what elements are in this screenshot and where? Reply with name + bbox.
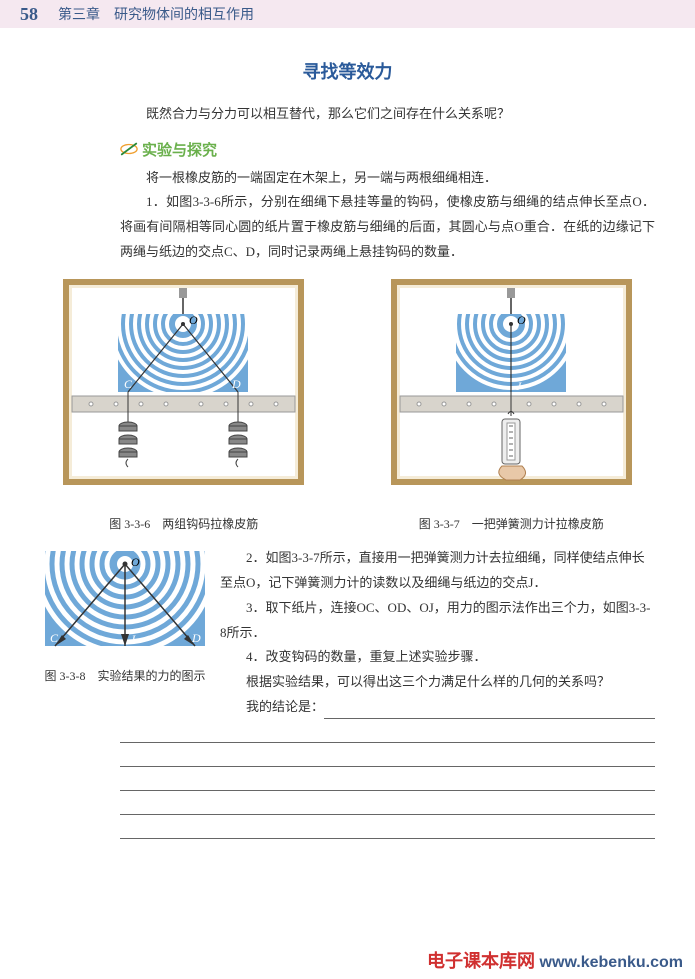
watermark-text: 电子课本库网: [427, 951, 535, 971]
figure-337-caption: 图 3-3-7 一把弹簧测力计拉橡皮筋: [374, 515, 649, 532]
section-title: 寻找等效力: [0, 58, 695, 84]
experiment-heading: 实验与探究: [120, 139, 695, 160]
label-O: O: [131, 555, 140, 569]
blank-line-1: [120, 719, 655, 743]
figure-337-svg: O J: [374, 274, 649, 504]
label-C: C: [124, 377, 133, 391]
bottom-section: O C D J 图 3-3-8 实验结果的力的图示 2．如图3-3-7所示，直接…: [0, 546, 695, 719]
bottom-text: 2．如图3-3-7所示，直接用一把弹簧测力计去拉细绳，同样使结点伸长至点O，记下…: [220, 546, 695, 719]
intro-paragraph: 既然合力与分力可以相互替代，那么它们之间存在什么关系呢？: [120, 102, 655, 127]
figure-336-caption: 图 3-3-6 两组钩码拉橡皮筋: [46, 515, 321, 532]
figure-338-caption: 图 3-3-8 实验结果的力的图示: [30, 667, 220, 684]
label-D: D: [231, 377, 241, 391]
blank-line-4: [120, 791, 655, 815]
figure-338: O C D J 图 3-3-8 实验结果的力的图示: [0, 546, 220, 719]
bottom-p1: 2．如图3-3-7所示，直接用一把弹簧测力计去拉细绳，同样使结点伸长至点O，记下…: [220, 546, 655, 595]
figure-336: O C D: [46, 274, 321, 532]
bottom-p4: 根据实验结果，可以得出这三个力满足什么样的几何的关系吗？: [220, 670, 655, 695]
exp-paragraph-1: 将一根橡皮筋的一端固定在木架上，另一端与两根细绳相连．: [120, 166, 655, 191]
blank-line-2: [120, 743, 655, 767]
bottom-p2: 3．取下纸片，连接OC、OD、OJ，用力的图示法作出三个力，如图3-3-8所示．: [220, 596, 655, 645]
watermark-url: www.kebenku.com: [540, 954, 683, 971]
chapter-title: 第三章 研究物体间的相互作用: [58, 4, 254, 24]
bottom-p3: 4．改变钩码的数量，重复上述实验步骤．: [220, 645, 655, 670]
label-C: C: [50, 631, 59, 645]
conclusion-label: 我的结论是：: [220, 695, 324, 720]
blank-line-3: [120, 767, 655, 791]
experiment-icon: [120, 140, 138, 158]
label-J: J: [130, 632, 136, 646]
figures-row: O C D: [20, 274, 675, 532]
page-number: 58: [20, 4, 38, 25]
figure-337: O J 图 3-3-7 一把弹簧测力计拉橡皮筋: [374, 274, 649, 532]
label-D: D: [191, 631, 201, 645]
exp-paragraph-2: 1．如图3-3-6所示，分别在细绳下悬挂等量的钩码，使橡皮筋与细绳的结点伸长至点…: [120, 190, 655, 264]
figure-336-svg: O C D: [46, 274, 321, 504]
figure-338-svg: O C D J: [40, 546, 210, 656]
blank-line-5: [120, 815, 655, 839]
conclusion-blank: [324, 695, 655, 720]
label-O: O: [189, 313, 198, 327]
experiment-title: 实验与探究: [142, 139, 217, 160]
label-O: O: [517, 313, 526, 327]
page-header: 58 第三章 研究物体间的相互作用: [0, 0, 695, 28]
watermark: 电子课本库网 www.kebenku.com: [427, 947, 683, 973]
label-J: J: [516, 379, 522, 393]
